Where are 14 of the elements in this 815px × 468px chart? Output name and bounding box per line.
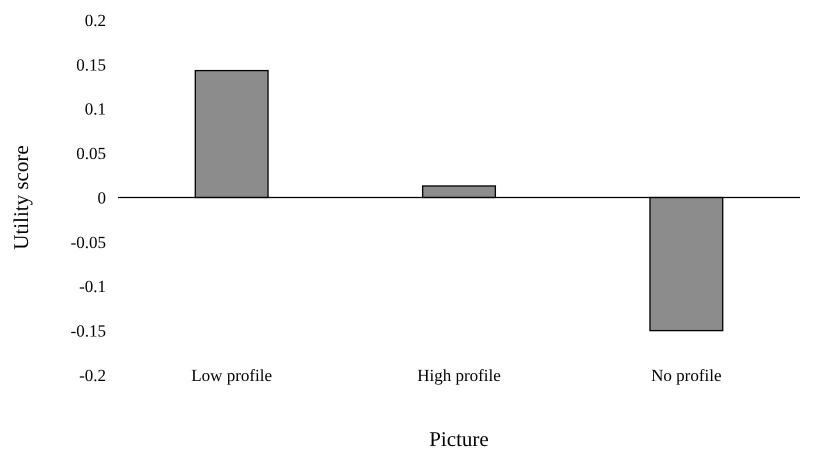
y-tick-label: -0.1 bbox=[79, 277, 106, 296]
y-tick-label: -0.05 bbox=[70, 232, 106, 252]
x-axis-title: Picture bbox=[429, 427, 489, 451]
x-tick-label: No profile bbox=[651, 366, 722, 385]
x-tick-label: Low profile bbox=[191, 366, 272, 385]
y-tick-label: 0 bbox=[98, 188, 106, 208]
y-tick-label: -0.2 bbox=[79, 366, 106, 385]
y-tick-label: 0.2 bbox=[84, 10, 106, 30]
y-tick-label: -0.15 bbox=[70, 322, 106, 341]
y-tick-label: 0.1 bbox=[84, 100, 106, 119]
y-tick-label: 0.05 bbox=[76, 144, 106, 164]
x-tick-label: High profile bbox=[417, 366, 501, 385]
y-tick-label: 0.15 bbox=[76, 55, 106, 74]
y-axis-title: Utility score bbox=[9, 145, 33, 250]
